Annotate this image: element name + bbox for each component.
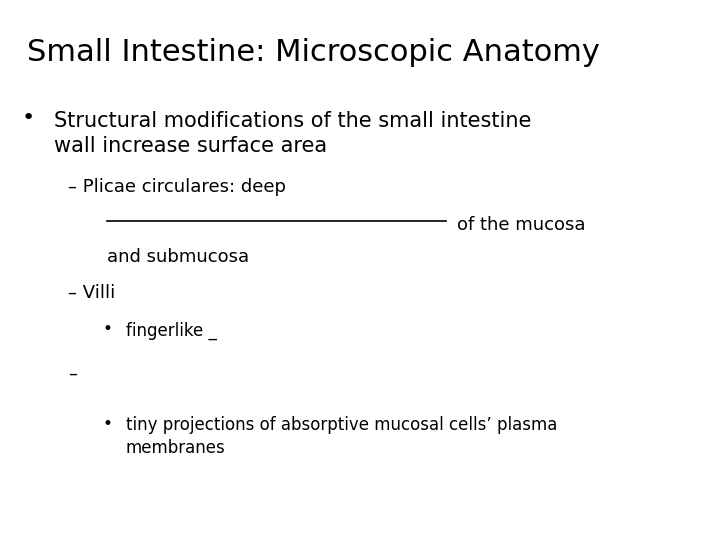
Text: Small Intestine: Microscopic Anatomy: Small Intestine: Microscopic Anatomy	[27, 38, 600, 67]
Text: – Plicae circulares: deep: – Plicae circulares: deep	[68, 178, 287, 196]
Text: and submucosa: and submucosa	[107, 248, 248, 266]
Text: fingerlike _: fingerlike _	[126, 321, 217, 340]
Text: – Villi: – Villi	[68, 284, 116, 301]
Text: •: •	[103, 320, 113, 338]
Text: Structural modifications of the small intestine
wall increase surface area: Structural modifications of the small in…	[54, 111, 531, 156]
Text: tiny projections of absorptive mucosal cells’ plasma
membranes: tiny projections of absorptive mucosal c…	[126, 416, 557, 457]
Text: –: –	[68, 364, 78, 382]
Text: •: •	[22, 108, 35, 128]
Text: of the mucosa: of the mucosa	[457, 216, 585, 234]
Text: •: •	[103, 415, 113, 433]
